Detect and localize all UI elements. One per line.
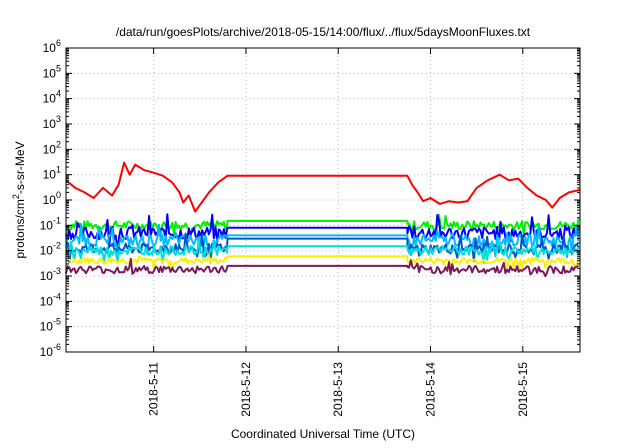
- y-tick-label: 105: [43, 63, 61, 80]
- x-axis-label: Coordinated Universal Time (UTC): [231, 427, 415, 441]
- y-tick-label: 10-4: [40, 291, 61, 308]
- y-tick-label: 101: [43, 165, 61, 182]
- chart-title: /data/run/goesPlots/archive/2018-05-15/1…: [116, 25, 531, 39]
- y-tick-label: 106: [43, 38, 61, 55]
- y-tick-label: 10-5: [40, 317, 61, 334]
- y-tick-label: 10-1: [40, 215, 61, 232]
- y-tick-label: 104: [43, 89, 61, 106]
- series-line-0: [65, 161, 581, 213]
- series-line-4: [65, 232, 580, 264]
- y-tick-label: 10-3: [40, 266, 61, 283]
- y-label-sup: 2: [11, 194, 21, 199]
- x-tick-label: 2018-5-15: [516, 362, 530, 417]
- y-axis: 10-6 10-5 10-4 10-3 10-2 10-1 100 101 102 103 104 1…: [40, 38, 580, 359]
- series-line-5: [65, 236, 580, 264]
- y-tick-label: 102: [43, 139, 61, 156]
- y-tick-label: 10-6: [40, 342, 61, 359]
- y-tick-label: 103: [43, 114, 61, 131]
- x-tick-label: 2018-5-11: [147, 362, 161, 416]
- grid: [66, 48, 580, 352]
- y-tick-label: 100: [43, 190, 61, 207]
- y-label-base: protons/cm: [13, 199, 27, 258]
- series-group: [65, 161, 581, 278]
- y-tick-label: 10-2: [40, 241, 61, 258]
- series-line-7: [65, 257, 579, 278]
- x-tick-label: 2018-5-12: [239, 362, 253, 417]
- y-label-rest: -s-sr-MeV: [13, 141, 27, 194]
- x-axis: 2018-5-11 2018-5-12 2018-5-13 2018-5-14 2018…: [147, 48, 530, 417]
- x-tick-label: 2018-5-14: [424, 362, 438, 417]
- x-tick-label: 2018-5-13: [331, 362, 345, 417]
- y-axis-label: protons/cm2-s-sr-MeV: [11, 141, 27, 258]
